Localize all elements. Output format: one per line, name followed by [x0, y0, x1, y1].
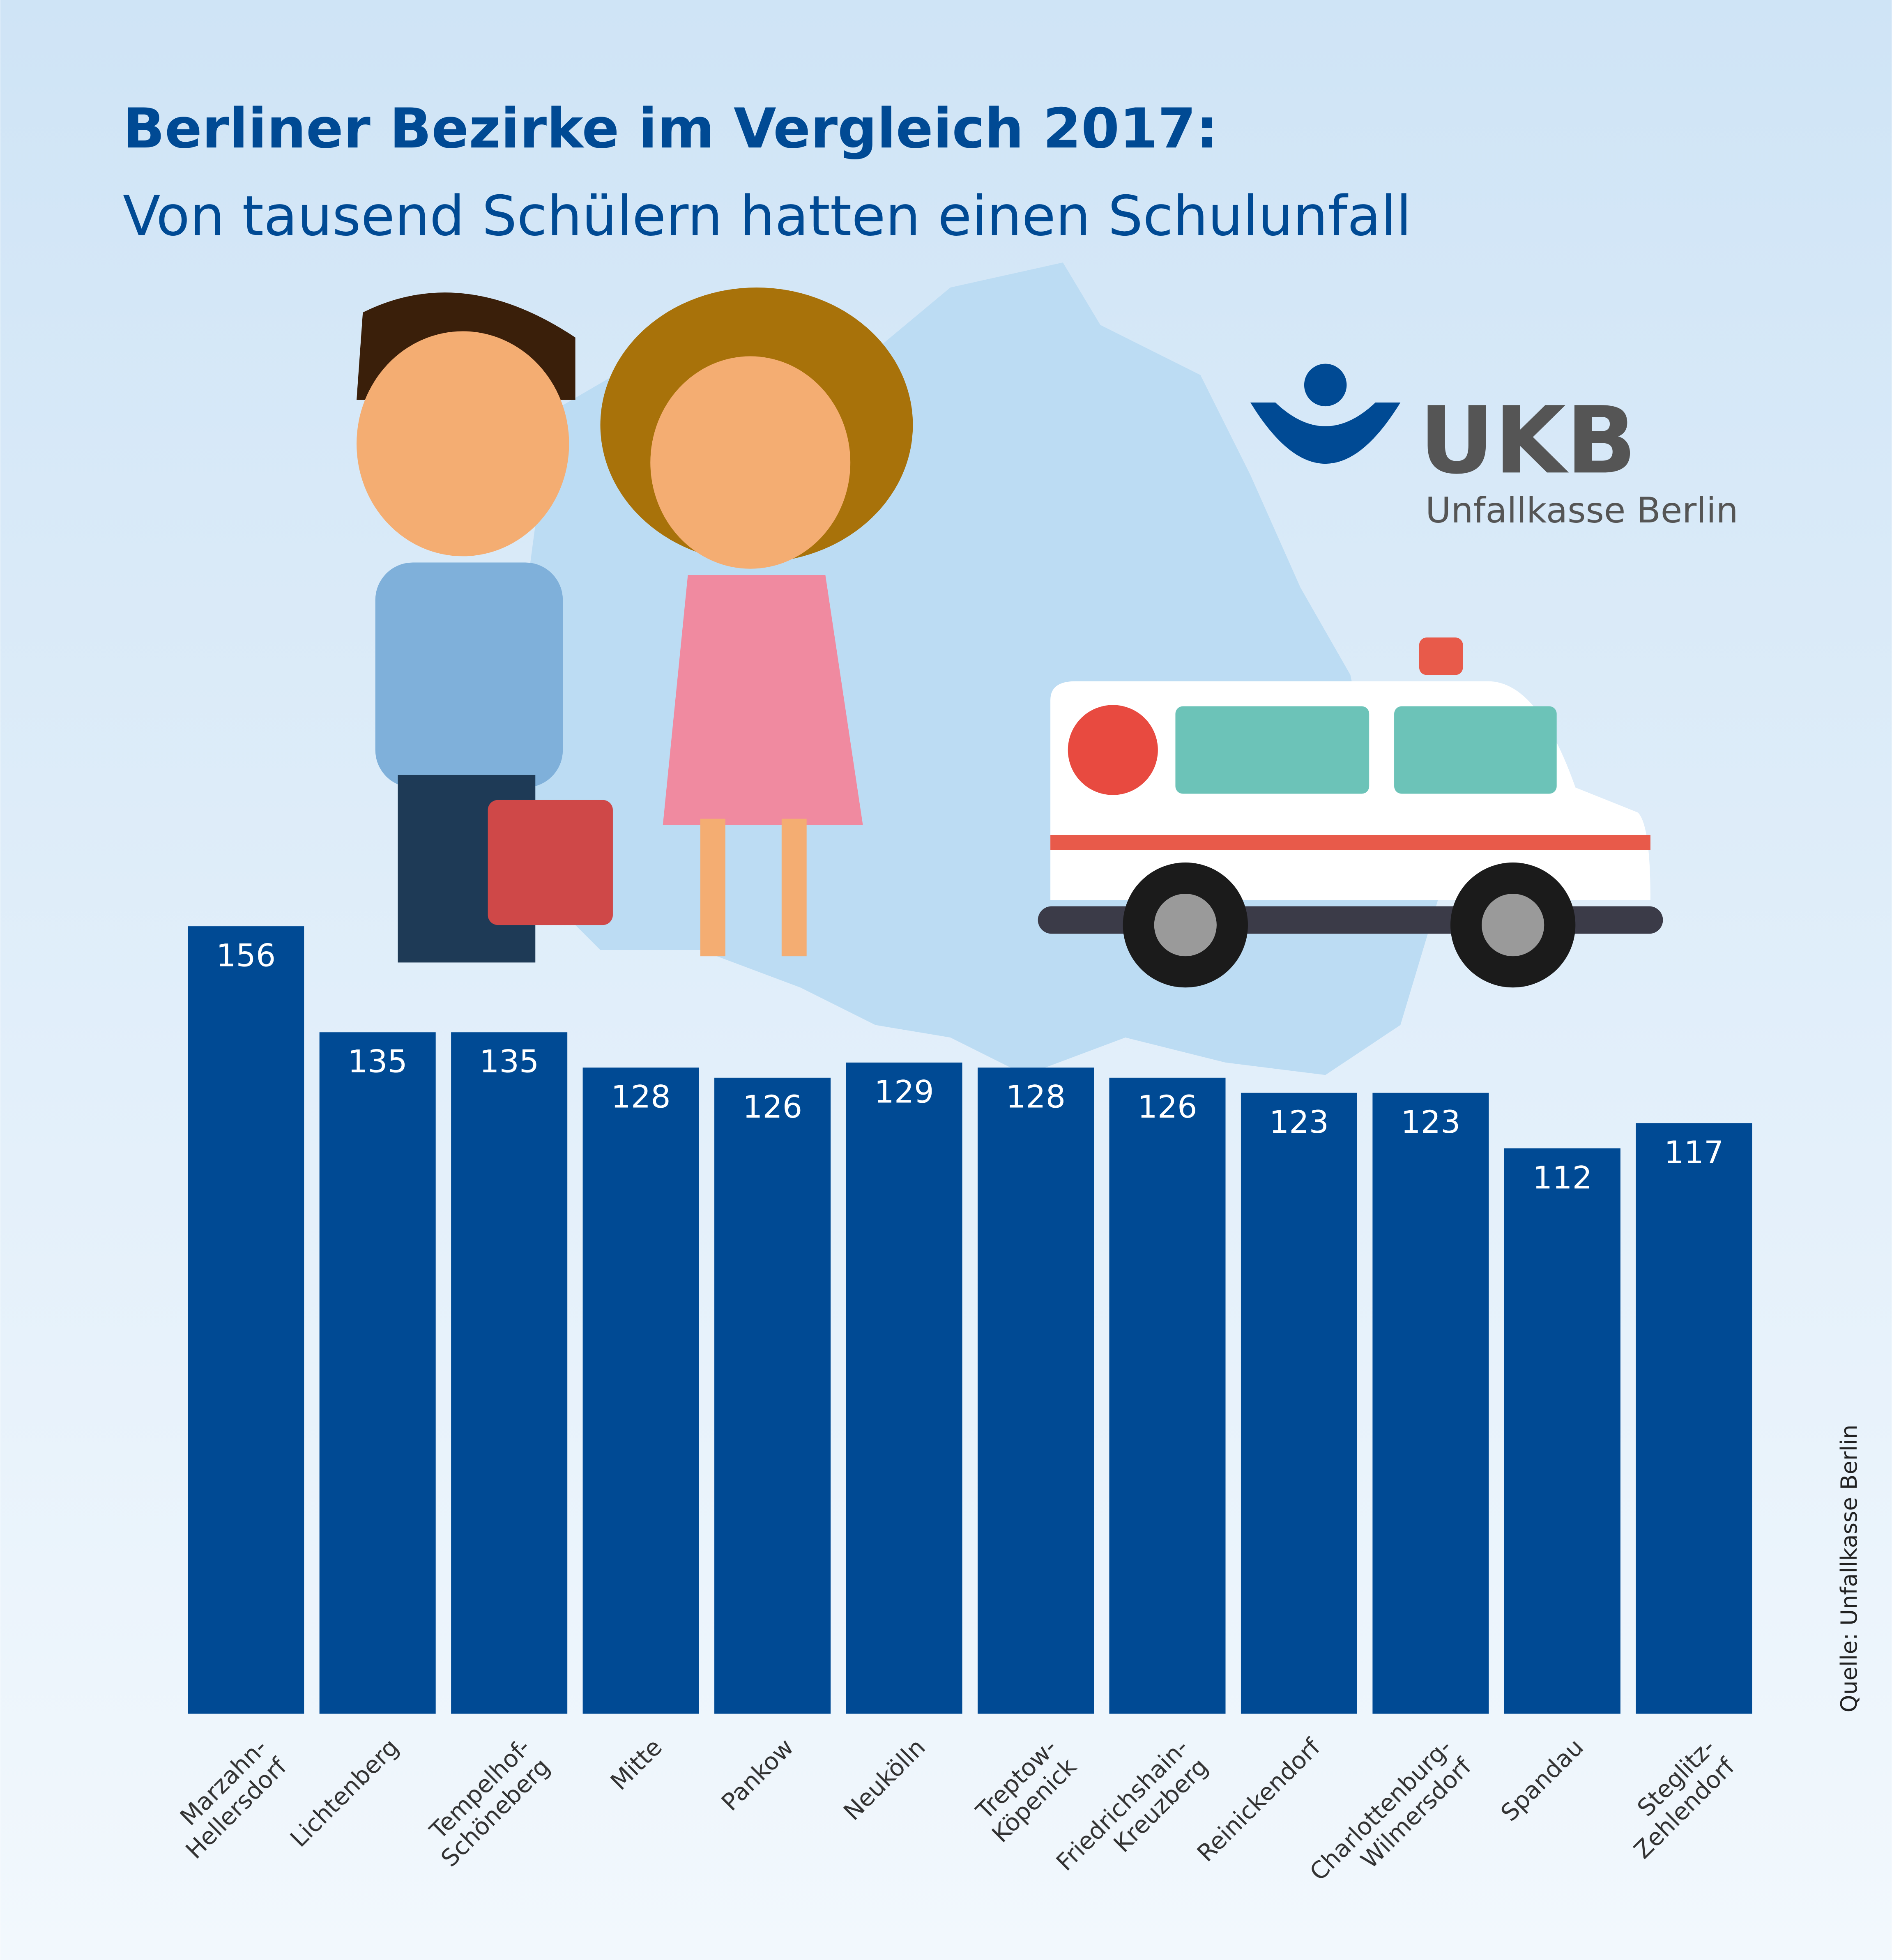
value-label: 126	[743, 1088, 802, 1125]
value-label: 135	[348, 1043, 407, 1080]
illustration-ambulance	[1038, 637, 1663, 988]
bar	[1241, 1093, 1357, 1714]
bar	[188, 926, 304, 1714]
value-label: 123	[1269, 1104, 1329, 1140]
value-label: 123	[1401, 1104, 1460, 1140]
bar	[1636, 1123, 1752, 1714]
source-note: Quelle: Unfallkasse Berlin	[1836, 1424, 1862, 1712]
bar	[451, 1032, 568, 1714]
chart-subtitle: Von tausend Schülern hatten einen Schulu…	[123, 184, 1411, 248]
bar	[319, 1032, 436, 1714]
bar	[977, 1067, 1094, 1714]
bar	[1109, 1077, 1226, 1714]
value-label: 156	[216, 937, 276, 974]
bar	[846, 1062, 962, 1714]
value-label: 112	[1533, 1159, 1592, 1196]
value-label: 126	[1137, 1088, 1197, 1125]
illustration-girl	[600, 287, 913, 957]
value-label: 129	[874, 1073, 934, 1110]
bar	[1504, 1148, 1620, 1714]
bar	[1372, 1093, 1489, 1714]
value-label: 128	[611, 1079, 671, 1115]
illustration-boy	[357, 292, 613, 963]
logo-name: Unfallkasse Berlin	[1425, 490, 1738, 531]
logo-mark: UKB	[1419, 387, 1637, 495]
logo-symbol	[1250, 363, 1401, 464]
value-label: 128	[1006, 1079, 1066, 1115]
chart-title: Berliner Bezirke im Vergleich 2017:	[123, 97, 1218, 161]
bar	[714, 1077, 831, 1714]
value-label: 135	[479, 1043, 539, 1080]
bar	[582, 1067, 699, 1714]
value-label: 117	[1664, 1134, 1724, 1171]
